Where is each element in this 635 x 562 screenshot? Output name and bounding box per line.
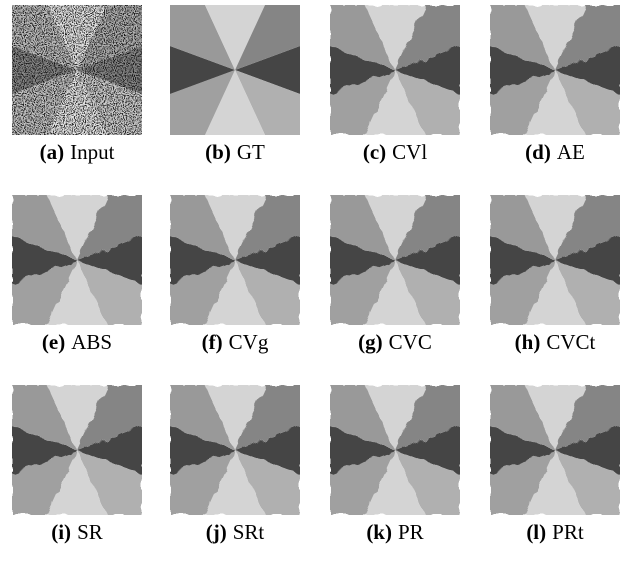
panel-label: (f) bbox=[202, 330, 223, 354]
panel-caption: (d)AE bbox=[525, 140, 585, 164]
panel-image bbox=[170, 5, 300, 135]
panel: (a)Input bbox=[12, 5, 142, 164]
panel-name: SRt bbox=[233, 520, 265, 544]
panel-label: (l) bbox=[526, 520, 546, 544]
panel-label: (c) bbox=[363, 140, 386, 164]
panel-caption: (c) CVl bbox=[363, 140, 427, 164]
panel: (b)GT bbox=[170, 5, 300, 164]
figure: (a)Input(b)GT(c)CVl(d)AE(e)ABS(f)CVg(g)C… bbox=[0, 0, 635, 562]
panel-label: (a) bbox=[40, 140, 65, 164]
panel: (l) PRt bbox=[490, 385, 620, 544]
panel-label: (b) bbox=[205, 140, 231, 164]
panel-caption: (f) CVg bbox=[202, 330, 269, 354]
panel-name: GT bbox=[237, 140, 265, 164]
panel-image bbox=[170, 195, 300, 325]
panel-name: CVC bbox=[389, 330, 432, 354]
panel-image bbox=[490, 195, 620, 325]
panel-caption: (e) ABS bbox=[42, 330, 112, 354]
panel-caption: (i) SR bbox=[51, 520, 103, 544]
panel-name: CVCt bbox=[546, 330, 595, 354]
panel-caption: (a)Input bbox=[40, 140, 115, 164]
panel-image bbox=[490, 385, 620, 515]
panel: (g)CVC bbox=[330, 195, 460, 354]
panel-caption: (h)CVCt bbox=[515, 330, 596, 354]
panel-name: PR bbox=[398, 520, 424, 544]
panel-image bbox=[490, 5, 620, 135]
panel-caption: (g)CVC bbox=[358, 330, 432, 354]
panel: (k)PR bbox=[330, 385, 460, 544]
panel-label: (h) bbox=[515, 330, 541, 354]
panel-label: (e) bbox=[42, 330, 65, 354]
panel: (c) CVl bbox=[330, 5, 460, 164]
panel: (h)CVCt bbox=[490, 195, 620, 354]
panel-name: AE bbox=[557, 140, 585, 164]
panel-caption: (b)GT bbox=[205, 140, 265, 164]
panel-name: ABS bbox=[71, 330, 112, 354]
panel-label: (g) bbox=[358, 330, 383, 354]
panel-name: PRt bbox=[552, 520, 584, 544]
panel: (i) SR bbox=[12, 385, 142, 544]
panel-name: CVg bbox=[229, 330, 269, 354]
panel-image bbox=[170, 385, 300, 515]
panel-image bbox=[12, 385, 142, 515]
panel-image bbox=[330, 195, 460, 325]
panel-image bbox=[330, 5, 460, 135]
panel-image bbox=[12, 5, 142, 135]
panel-name: SR bbox=[77, 520, 103, 544]
panel: (e) ABS bbox=[12, 195, 142, 354]
panel-name: CVl bbox=[392, 140, 427, 164]
panel-caption: (j) SRt bbox=[206, 520, 265, 544]
panel-caption: (k)PR bbox=[366, 520, 423, 544]
panel-image bbox=[330, 385, 460, 515]
panel-label: (i) bbox=[51, 520, 71, 544]
panel-name: Input bbox=[70, 140, 114, 164]
panel-label: (j) bbox=[206, 520, 227, 544]
panel-label: (k) bbox=[366, 520, 392, 544]
panel-image bbox=[12, 195, 142, 325]
panel: (j) SRt bbox=[170, 385, 300, 544]
panel: (f) CVg bbox=[170, 195, 300, 354]
panel-label: (d) bbox=[525, 140, 551, 164]
panel: (d)AE bbox=[490, 5, 620, 164]
panel-caption: (l) PRt bbox=[526, 520, 584, 544]
